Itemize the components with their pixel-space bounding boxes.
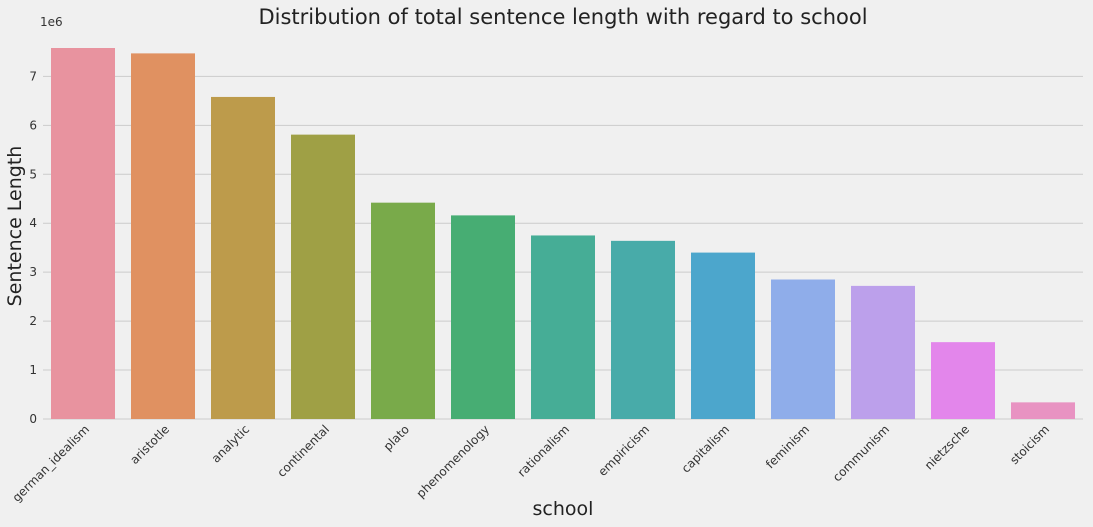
bar-empiricism — [611, 240, 675, 419]
bar-aristotle — [131, 53, 195, 419]
bar-phenomenology — [451, 215, 515, 419]
y-tick-label: 3 — [29, 265, 37, 279]
y-tick-label: 5 — [29, 167, 37, 181]
y-tick-label: 7 — [29, 69, 37, 83]
bar-rationalism — [531, 235, 595, 419]
bar-nietzsche — [931, 342, 995, 419]
y-scale-label: 1e6 — [40, 15, 63, 29]
bar-plato — [371, 202, 435, 419]
bar-feminism — [771, 279, 835, 419]
y-tick-label: 6 — [29, 118, 37, 132]
y-tick-label: 1 — [29, 363, 37, 377]
bar-continental — [291, 134, 355, 419]
bar-analytic — [211, 96, 275, 420]
chart-title: Distribution of total sentence length wi… — [258, 5, 867, 29]
bars — [51, 48, 1075, 420]
y-axis-label: Sentence Length — [4, 146, 26, 307]
y-tick-label: 2 — [29, 314, 37, 328]
y-tick-labels: 0 1 2 3 4 5 6 7 — [29, 69, 37, 426]
x-axis-label: school — [533, 498, 594, 520]
bar-german-idealism — [51, 48, 115, 419]
bar-capitalism — [691, 252, 755, 419]
bar-stoicism — [1011, 402, 1075, 419]
y-tick-label: 0 — [29, 412, 37, 426]
bar-communism — [851, 285, 915, 419]
y-tick-label: 4 — [29, 216, 37, 230]
